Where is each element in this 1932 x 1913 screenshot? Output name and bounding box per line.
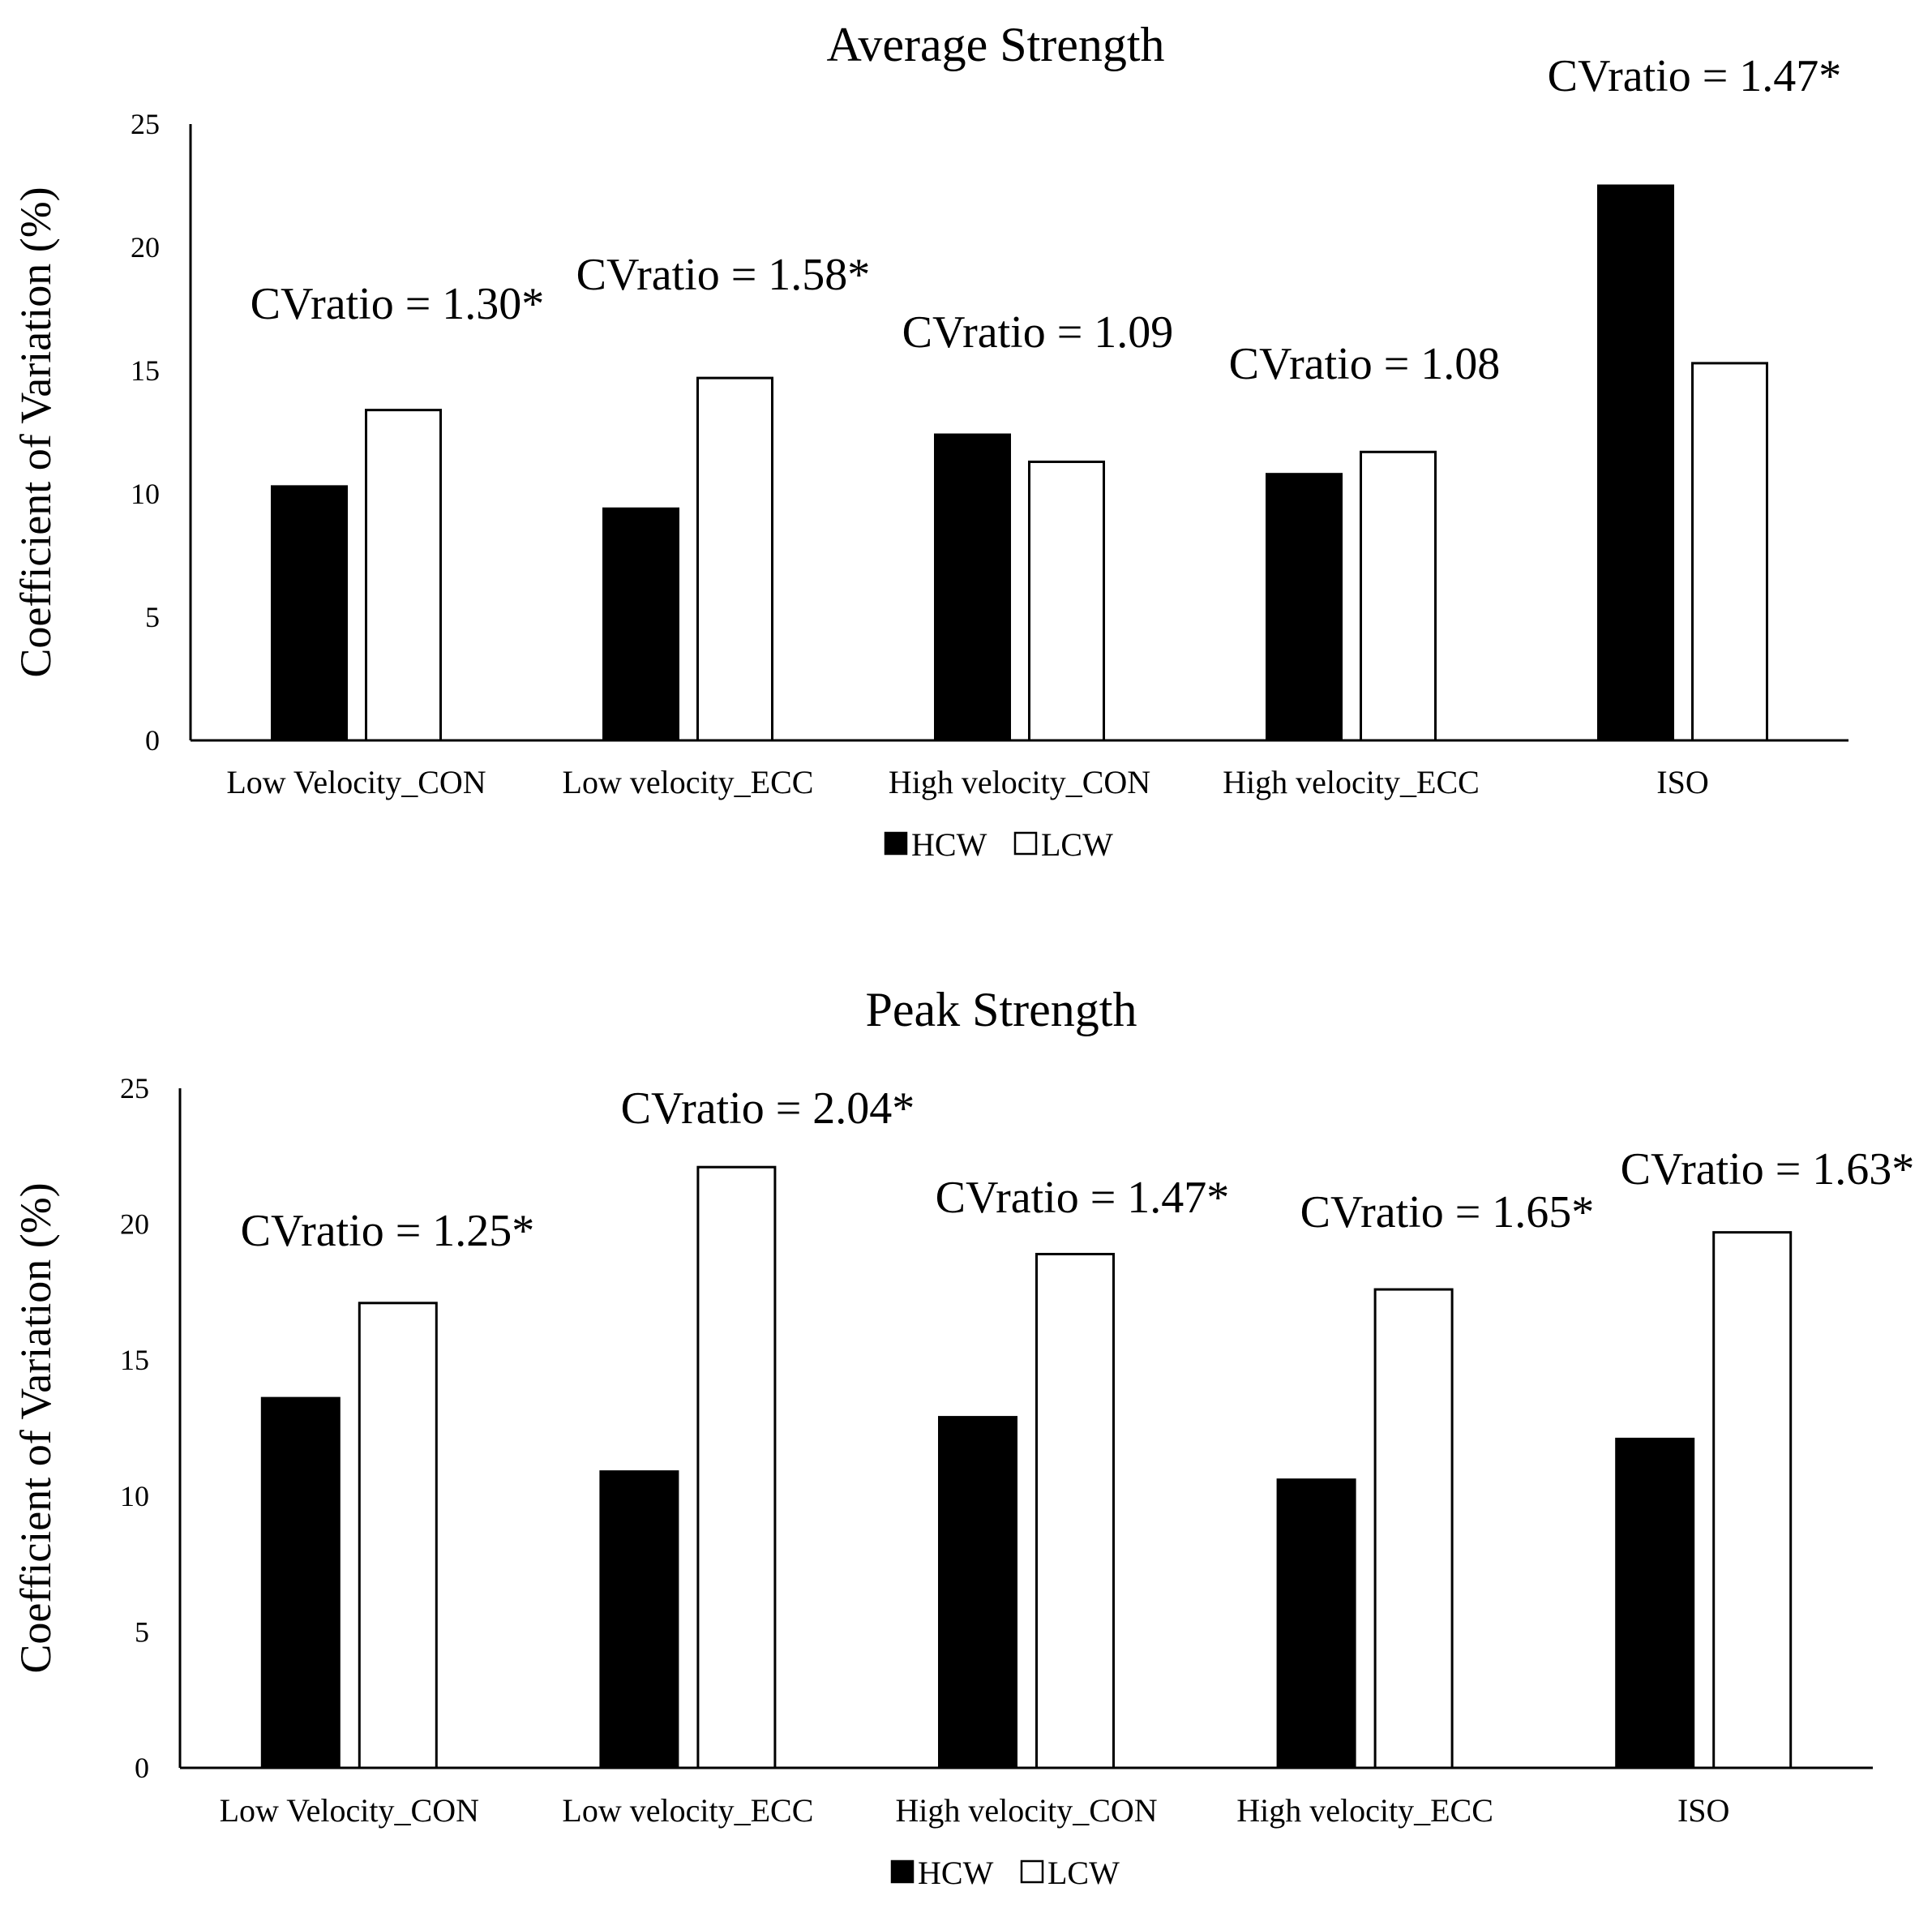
cv-ratio-annotation: CVratio = 1.47*	[1548, 51, 1842, 101]
bar-hcw-2	[938, 1416, 1017, 1769]
bar-lcw-0	[365, 409, 442, 742]
bar-lcw-1	[696, 1165, 777, 1769]
x-category-label: Low Velocity_CON	[220, 1792, 479, 1829]
chart-title: Peak Strength	[866, 983, 1137, 1036]
cv-ratio-annotation: CVratio = 2.04*	[621, 1083, 915, 1134]
bar-lcw-3	[1360, 450, 1437, 742]
bar-lcw-1	[696, 376, 773, 742]
x-category-label: ISO	[1656, 764, 1708, 800]
cv-ratio-annotation: CVratio = 1.47*	[936, 1173, 1230, 1223]
bar-lcw-0	[358, 1302, 438, 1769]
cv-ratio-annotation: CVratio = 1.30*	[251, 279, 545, 329]
cv-ratio-annotation: CVratio = 1.65*	[1300, 1187, 1595, 1237]
chart-1: Peak Strength Coefficient of Variation (%…	[11, 983, 1914, 1891]
cv-ratio-annotation: CVratio = 1.58*	[576, 250, 871, 300]
y-axis-label: Coefficient of Variation (%)	[11, 1182, 60, 1673]
x-category-label: Low velocity_ECC	[563, 764, 814, 800]
legend-label-lcw: LCW	[1041, 826, 1113, 863]
bar-lcw-4	[1712, 1231, 1793, 1769]
y-tick-label: 15	[131, 354, 160, 387]
y-tick-label: 10	[131, 478, 160, 510]
y-tick-label: 15	[120, 1344, 149, 1376]
bar-hcw-4	[1615, 1437, 1695, 1769]
cv-ratio-annotation: CVratio = 1.08	[1229, 339, 1501, 389]
x-category-label: High velocity_ECC	[1223, 764, 1480, 800]
legend-swatch-lcw	[1020, 1859, 1044, 1884]
y-tick-label: 25	[120, 1072, 149, 1104]
legend-swatch-lcw	[1013, 831, 1038, 856]
x-category-label: High velocity_CON	[895, 1792, 1157, 1829]
y-tick-label: 5	[145, 601, 160, 633]
y-tick-label: 0	[145, 724, 160, 757]
bar-lcw-3	[1373, 1288, 1454, 1769]
x-category-label: ISO	[1677, 1792, 1729, 1829]
y-axis-label: Coefficient of Variation (%)	[11, 187, 60, 677]
bar-hcw-4	[1597, 184, 1674, 742]
bar-hcw-0	[260, 1396, 341, 1769]
x-category-label: Low Velocity_CON	[226, 764, 486, 800]
chart-title: Average Strength	[826, 18, 1164, 71]
legend-swatch-hcw	[890, 1859, 915, 1884]
legend-label-lcw: LCW	[1047, 1855, 1120, 1891]
x-category-label: Low velocity_ECC	[562, 1792, 813, 1829]
chart-0: Average Strength Coefficient of Variation…	[11, 18, 1848, 863]
bar-hcw-3	[1266, 473, 1343, 742]
cv-ratio-annotation: CVratio = 1.25*	[241, 1206, 535, 1256]
bar-lcw-4	[1691, 362, 1768, 742]
y-tick-label: 20	[131, 231, 160, 264]
legend-label-hcw: HCW	[911, 826, 987, 863]
bar-hcw-1	[602, 507, 679, 742]
cv-ratio-annotation: CVratio = 1.09	[902, 307, 1174, 358]
bar-hcw-0	[271, 485, 348, 742]
bar-hcw-3	[1276, 1478, 1356, 1769]
legend-swatch-hcw	[884, 831, 908, 856]
legend-label-hcw: HCW	[918, 1855, 994, 1891]
y-tick-label: 25	[131, 108, 160, 140]
cv-ratio-annotation: CVratio = 1.63*	[1621, 1144, 1915, 1195]
bar-hcw-2	[934, 433, 1011, 742]
bar-lcw-2	[1028, 460, 1105, 742]
y-tick-label: 10	[120, 1480, 149, 1512]
bar-lcw-2	[1035, 1252, 1115, 1769]
y-tick-label: 20	[120, 1208, 149, 1241]
x-category-label: High velocity_CON	[889, 764, 1150, 800]
y-tick-label: 0	[135, 1752, 149, 1784]
bar-hcw-1	[599, 1470, 679, 1769]
x-category-label: High velocity_ECC	[1236, 1792, 1493, 1829]
y-tick-label: 5	[135, 1615, 149, 1648]
